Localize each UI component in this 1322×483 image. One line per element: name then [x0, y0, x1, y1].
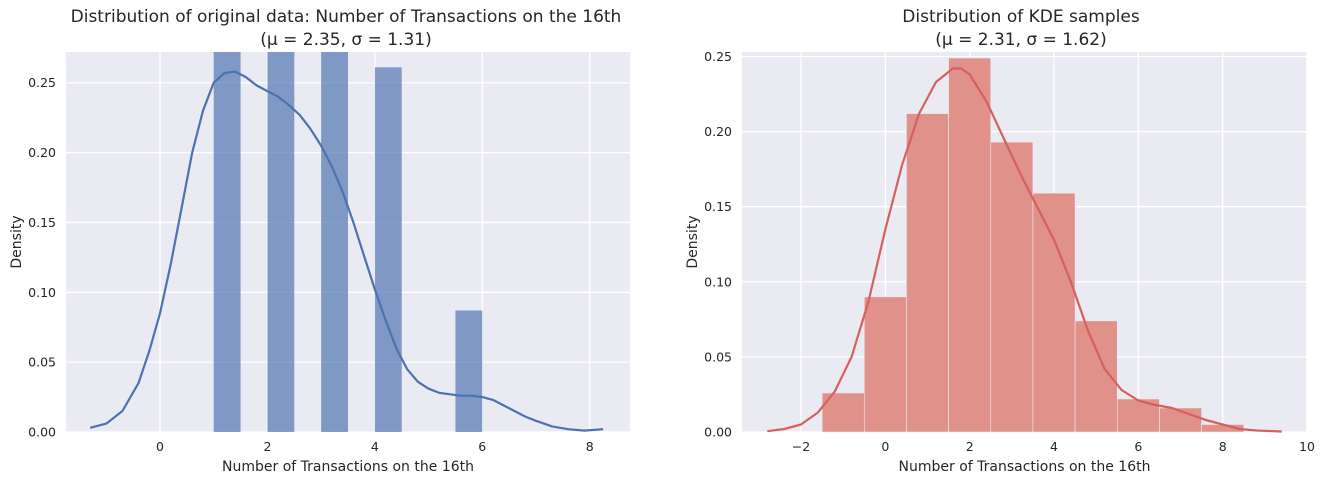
- x-axis-label: Number of Transactions on the 16th: [899, 459, 1151, 475]
- histogram-bar: [906, 113, 949, 433]
- chart-title: Distribution of original data: Number of…: [71, 7, 622, 27]
- y-tick-label: 0.25: [704, 49, 732, 64]
- x-tick-label: 6: [478, 439, 486, 454]
- histogram-bar: [455, 310, 483, 432]
- y-tick-labels: 0.00 0.05 0.10 0.15 0.20 0.25: [28, 75, 56, 439]
- histogram-bars: [213, 52, 483, 432]
- x-tick-label: 2: [263, 439, 271, 454]
- x-tick-label: 4: [371, 439, 379, 454]
- y-tick-label: 0.00: [704, 425, 732, 440]
- chart-subtitle: (μ = 2.31, σ = 1.62): [935, 30, 1106, 50]
- histogram-bar: [948, 57, 992, 433]
- histogram-bar: [321, 52, 348, 432]
- x-tick-label: 0: [881, 439, 889, 454]
- x-tick-labels: −2 0 2 4 6 8 10: [792, 439, 1315, 454]
- y-tick-label: 0.10: [704, 274, 732, 289]
- y-tick-label: 0.05: [704, 349, 732, 364]
- histogram-bar: [267, 52, 295, 432]
- x-tick-label: 2: [966, 439, 974, 454]
- y-tick-label: 0.25: [28, 75, 56, 90]
- kde-curve: [767, 67, 1282, 433]
- x-tick-label: 6: [1134, 439, 1142, 454]
- histogram-bar: [1032, 192, 1076, 433]
- x-tick-labels: 0 2 4 6 8: [156, 439, 594, 454]
- histogram-bar: [990, 141, 1034, 433]
- y-tick-label: 0.15: [704, 199, 732, 214]
- y-tick-label: 0.05: [28, 355, 56, 370]
- x-axis-label: Number of Transactions on the 16th: [222, 459, 474, 475]
- x-tick-label: 0: [156, 439, 164, 454]
- y-tick-labels: 0.00 0.05 0.10 0.15 0.20 0.25: [704, 49, 732, 439]
- y-tick-label: 0.00: [28, 425, 56, 440]
- chart-original-data: 0 2 4 6 8 0.00 0.05 0.10 0.15 0.20 0.25 Distribut…: [9, 7, 630, 475]
- chart-title: Distribution of KDE samples: [902, 7, 1140, 27]
- kde-curve: [89, 70, 604, 432]
- chart-kde-samples: −2 0 2 4 6 8 10 0.00 0.05 0.10 0.15 0.20 0.25 Distr…: [685, 7, 1315, 475]
- y-tick-label: 0.15: [28, 215, 56, 230]
- y-tick-label: 0.20: [28, 145, 56, 160]
- histogram-bar: [374, 67, 402, 432]
- histogram-bar: [213, 52, 241, 432]
- y-tick-label: 0.20: [704, 124, 732, 139]
- y-axis-label: Density: [685, 215, 701, 268]
- x-tick-label: 8: [1219, 439, 1227, 454]
- y-tick-label: 0.10: [28, 285, 56, 300]
- x-tick-label: 8: [586, 439, 594, 454]
- chart-subtitle: (μ = 2.35, σ = 1.31): [260, 30, 431, 50]
- histogram-bar: [863, 296, 907, 433]
- x-tick-label: 10: [1299, 439, 1315, 454]
- x-tick-label: −2: [792, 439, 810, 454]
- y-axis-label: Density: [9, 215, 25, 268]
- x-tick-label: 4: [1050, 439, 1058, 454]
